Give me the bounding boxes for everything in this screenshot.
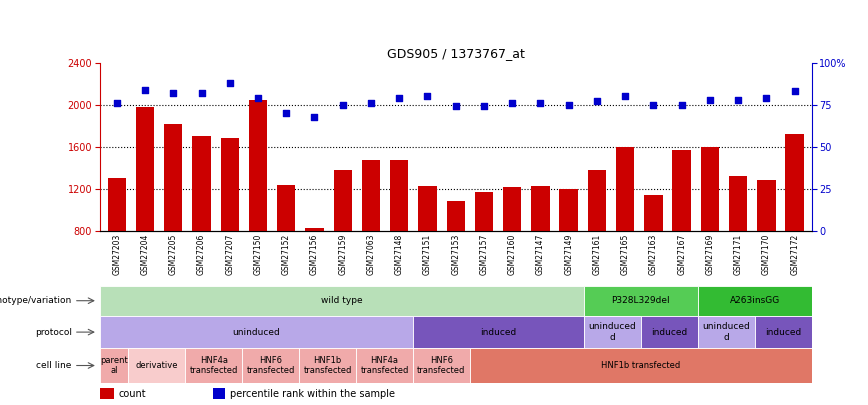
Text: HNF1b
transfected: HNF1b transfected xyxy=(304,356,352,375)
Text: HNF6
transfected: HNF6 transfected xyxy=(247,356,295,375)
Text: HNF1b transfected: HNF1b transfected xyxy=(602,361,681,370)
Bar xyxy=(698,316,754,348)
Point xyxy=(110,100,124,107)
Point xyxy=(760,95,773,101)
Bar xyxy=(108,178,126,231)
Bar xyxy=(100,388,114,399)
Point xyxy=(279,110,293,117)
Bar xyxy=(220,139,239,231)
Point xyxy=(449,103,463,110)
Bar xyxy=(277,185,295,231)
Point xyxy=(420,93,434,100)
Bar xyxy=(333,170,352,231)
Bar xyxy=(356,348,413,383)
Bar xyxy=(584,286,698,316)
Text: uninduced: uninduced xyxy=(233,328,280,337)
Bar xyxy=(242,348,299,383)
Bar xyxy=(644,195,662,231)
Bar xyxy=(390,160,408,231)
Bar xyxy=(729,176,747,231)
Point xyxy=(223,80,237,86)
Point xyxy=(364,100,378,107)
Bar xyxy=(413,348,470,383)
Point xyxy=(590,98,604,104)
Bar xyxy=(616,147,635,231)
Bar xyxy=(641,316,698,348)
Text: HNF4a
transfected: HNF4a transfected xyxy=(189,356,238,375)
Point xyxy=(167,90,181,96)
Point xyxy=(505,100,519,107)
Bar xyxy=(560,189,578,231)
Point xyxy=(194,90,208,96)
Bar xyxy=(100,316,413,348)
Text: uninduced
d: uninduced d xyxy=(589,322,636,342)
Point xyxy=(731,96,745,103)
Bar xyxy=(700,147,719,231)
Bar xyxy=(306,228,324,231)
Bar xyxy=(503,187,522,231)
Text: uninduced
d: uninduced d xyxy=(702,322,750,342)
Bar xyxy=(786,134,804,231)
Point xyxy=(307,113,321,120)
Bar xyxy=(584,316,641,348)
Point xyxy=(138,86,152,93)
Bar xyxy=(475,192,493,231)
Bar xyxy=(128,348,185,383)
Bar xyxy=(299,348,356,383)
Text: count: count xyxy=(119,389,147,399)
Bar xyxy=(362,160,380,231)
Bar xyxy=(413,316,584,348)
Bar xyxy=(100,286,584,316)
Point xyxy=(787,88,801,95)
Point xyxy=(336,102,350,108)
Bar xyxy=(698,286,812,316)
Bar xyxy=(446,201,465,231)
Bar xyxy=(164,124,182,231)
Point xyxy=(392,95,406,101)
Bar xyxy=(754,316,812,348)
Bar xyxy=(193,136,211,231)
Point xyxy=(618,93,632,100)
Text: induced: induced xyxy=(651,328,687,337)
Text: wild type: wild type xyxy=(321,296,363,305)
Point xyxy=(703,96,717,103)
Bar xyxy=(588,170,606,231)
Bar xyxy=(249,100,267,231)
Bar xyxy=(135,107,155,231)
Point xyxy=(534,100,548,107)
Text: parent
al: parent al xyxy=(100,356,128,375)
Bar xyxy=(673,150,691,231)
Point xyxy=(251,95,265,101)
Point xyxy=(674,102,688,108)
Text: induced: induced xyxy=(765,328,801,337)
Text: genotype/variation: genotype/variation xyxy=(0,296,72,305)
Text: induced: induced xyxy=(480,328,516,337)
Title: GDS905 / 1373767_at: GDS905 / 1373767_at xyxy=(387,47,524,60)
Bar xyxy=(418,185,437,231)
Point xyxy=(562,102,575,108)
Bar xyxy=(531,185,549,231)
Text: percentile rank within the sample: percentile rank within the sample xyxy=(230,389,395,399)
Text: A263insGG: A263insGG xyxy=(729,296,779,305)
Text: cell line: cell line xyxy=(36,361,72,370)
Text: HNF6
transfected: HNF6 transfected xyxy=(418,356,465,375)
Text: derivative: derivative xyxy=(135,361,178,370)
Bar xyxy=(470,348,812,383)
Bar xyxy=(757,181,776,231)
Point xyxy=(647,102,661,108)
Text: HNF4a
transfected: HNF4a transfected xyxy=(360,356,409,375)
Point xyxy=(477,103,491,110)
Text: P328L329del: P328L329del xyxy=(611,296,670,305)
Text: protocol: protocol xyxy=(35,328,72,337)
Bar xyxy=(213,388,225,399)
Bar xyxy=(185,348,242,383)
Bar xyxy=(100,348,128,383)
